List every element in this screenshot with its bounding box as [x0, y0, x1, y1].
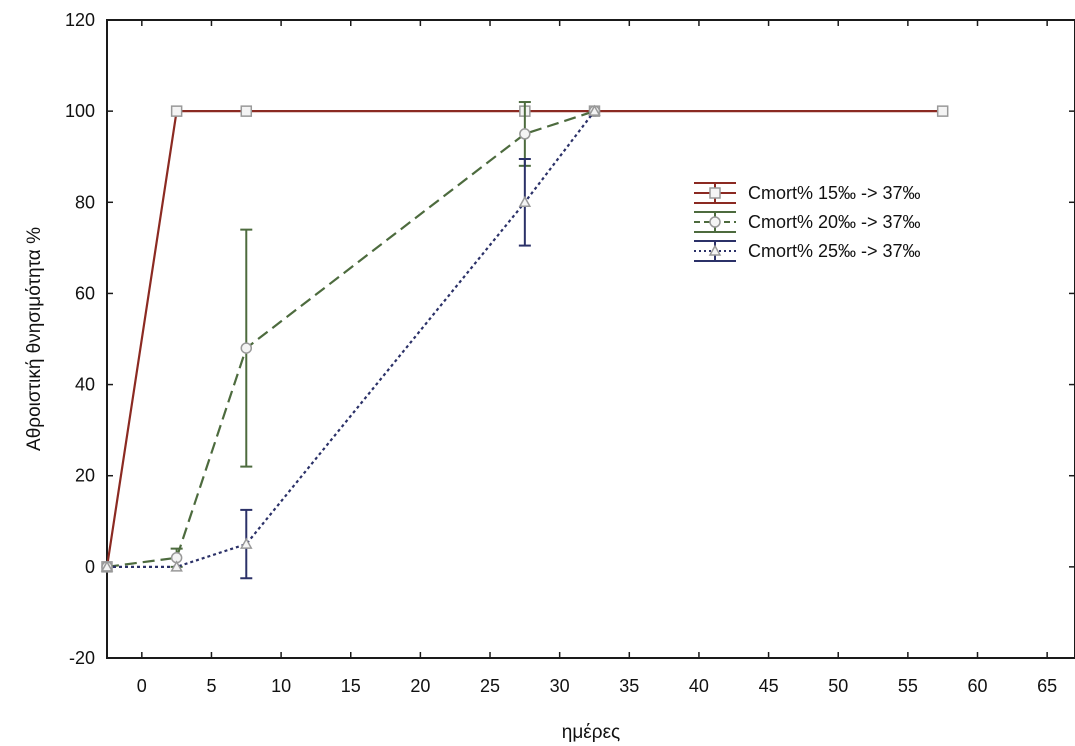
x-axis-title: ημέρες	[562, 722, 620, 743]
legend-label: Cmort% 25‰ -> 37‰	[748, 241, 921, 261]
y-axis-title: Αθροιστική θνησιμότητα %	[24, 227, 45, 451]
y-tick-label: 100	[65, 101, 95, 121]
x-tick-label: 10	[271, 676, 291, 696]
legend-item-2: Cmort% 20‰ -> 37‰	[694, 211, 921, 233]
data-point	[240, 537, 253, 549]
x-tick-label: 15	[341, 676, 361, 696]
x-tick-label: 40	[689, 676, 709, 696]
plot-frame	[106, 19, 1075, 659]
y-tick-label: 20	[75, 466, 95, 486]
y-tick-label: 40	[75, 375, 95, 395]
series-line	[107, 110, 596, 568]
series-line	[105, 110, 943, 568]
plot-area	[106, 19, 1075, 659]
x-tick-label: 60	[967, 676, 987, 696]
data-point	[240, 105, 253, 117]
data-point	[240, 342, 253, 354]
legend-marker	[709, 187, 721, 199]
y-tick-label: -20	[69, 648, 95, 668]
series-3	[100, 104, 601, 580]
x-tick-label: 0	[137, 676, 147, 696]
y-tick-label: 80	[75, 192, 95, 212]
x-tick-label: 20	[410, 676, 430, 696]
y-tick-label: 120	[65, 10, 95, 30]
y-tick-label: 0	[85, 557, 95, 577]
data-point	[100, 560, 114, 572]
legend-label: Cmort% 20‰ -> 37‰	[748, 212, 921, 232]
x-tick-label: 35	[619, 676, 639, 696]
tick-labels: -20 0 20 40 60 80 100 120 0 5 10 15 20 25 30 35 40 45 50 55…	[65, 10, 1057, 696]
legend-item-1: Cmort% 15‰ -> 37‰	[694, 182, 921, 204]
data-point	[588, 104, 601, 116]
data-point	[519, 128, 531, 140]
legend-label: Cmort% 15‰ -> 37‰	[748, 183, 921, 203]
x-tick-label: 5	[206, 676, 216, 696]
x-tick-label: 65	[1037, 676, 1057, 696]
series-layer	[100, 101, 949, 580]
data-point	[170, 105, 183, 117]
series-2	[101, 101, 601, 573]
legend-marker	[708, 244, 722, 256]
axis-ticks	[107, 19, 1075, 659]
data-point	[936, 105, 949, 117]
x-tick-label: 55	[898, 676, 918, 696]
x-tick-label: 25	[480, 676, 500, 696]
x-tick-label: 30	[550, 676, 570, 696]
x-tick-label: 50	[828, 676, 848, 696]
legend: Cmort% 15‰ -> 37‰ Cmort% 20‰ -> 37‰ Cmort%…	[694, 182, 921, 262]
series-line	[106, 110, 595, 568]
data-point	[518, 195, 532, 208]
legend-marker	[709, 216, 721, 228]
data-point	[170, 560, 183, 572]
y-tick-label: 60	[75, 283, 95, 303]
x-tick-label: 45	[759, 676, 779, 696]
legend-item-3: Cmort% 25‰ -> 37‰	[694, 240, 921, 262]
